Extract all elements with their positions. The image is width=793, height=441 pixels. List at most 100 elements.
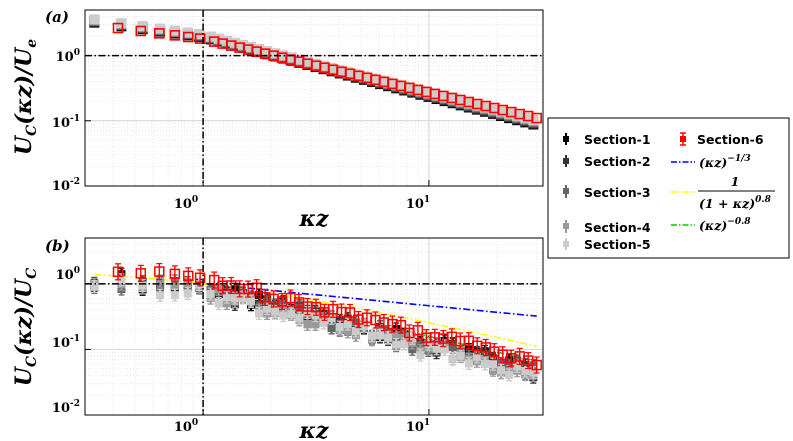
panel-b-s6-pt-28 [395,319,407,331]
panel-a-s5-pt-44 [504,108,515,119]
legend-entry-section-5: Section-5 [563,237,651,252]
panel-a-s6-pt-1 [135,25,147,37]
panel-a-s6-pt-4 [182,31,194,43]
panel-b-s5-pt-25 [351,326,360,335]
panel-b-s5-pt-12 [246,297,255,306]
panel-b-s5-pt-27 [367,331,376,340]
legend-label-section-2: Section-2 [584,154,651,169]
panel-b-s5-pt-34 [424,340,433,349]
panel-b-s5-pt-39 [464,359,473,368]
panel-b-label: (b) [45,237,70,255]
legend-marker-box-section-3 [563,188,569,194]
panel-b-s6-pt-2 [154,266,165,277]
legend-label-section-3: Section-3 [584,185,651,200]
panel-a-s5-pt-0 [89,14,100,25]
panel-b-s4-pt-19 [303,320,312,329]
panel-b-s6-pt-3 [169,268,181,280]
legend-box [547,117,790,259]
panel-b-s5-pt-22 [327,313,336,322]
legend-label-section-1: Section-1 [584,132,651,147]
legend-marker-box-section-6 [680,136,686,142]
panel-b-s5-pt-14 [263,304,272,313]
panel-b-s6-pt-30 [412,325,424,336]
panel-a-xtick-1e1: 101 [406,195,430,212]
legend-label-section-5: Section-5 [584,237,651,252]
panel-b-s5-pt-15 [271,307,280,316]
panel-b-s5-pt-29 [384,333,393,342]
panel-a-s5-pt-16 [278,50,289,61]
panel-a-s5-pt-21 [318,60,329,71]
panel-b-s5-pt-13 [255,309,264,318]
panel-b-frame [84,237,544,416]
panel-b: (b) 100 10-1 10-2 100 101 κz UC(κz)/UC [11,237,544,441]
panel-b-s3-pt-22 [327,323,336,332]
panel-a-s5-pt-34 [423,87,434,98]
panel-a-s5-pt-22 [326,62,337,73]
legend-label-fit-2-den: (1 + κz)0.8 [699,195,772,211]
panel-a-ytick-1e-2: 10-2 [52,177,80,194]
panel-a-frame [84,9,544,187]
legend-entry-fit-2: 1 (1 + κz)0.8 [671,174,775,211]
panel-b-s6-pt-0 [112,266,124,278]
legend-label-fit-1: (κz)−1/3 [699,154,751,170]
panel-b-ylabel: UC(κz)/UC [11,268,40,387]
panel-b-s3-pt-25 [351,318,360,327]
panel-b-ticks [85,283,430,416]
panel-a-s5-pt-39 [463,98,474,109]
legend-marker-box-section-4 [563,223,569,229]
panel-b-s5-pt-40 [472,352,481,361]
panel-b-s5-pt-2 [138,281,147,290]
panel-b-s5-pt-23 [335,323,344,332]
panel-a-s5-pt-19 [302,56,313,67]
panel-a-ytick-1e-1: 10-1 [52,114,80,131]
panel-a-s5-pt-42 [488,104,499,115]
panel-b-s6-pt-6 [208,274,220,286]
panel-a-s5-pt-43 [496,106,507,117]
panel-a-s5-pt-23 [334,64,345,75]
panel-b-s5-pt-46 [521,366,530,375]
panel-b-s6-pt-4 [183,270,194,282]
legend: Section-1 Section-2 Section-3 Section-4 … [547,117,790,259]
panel-b-reference-lines [85,238,543,415]
legend-entry-section-1: Section-1 [563,132,651,147]
panel-b-s5-pt-24 [343,320,352,329]
legend-entry-fit-1: (κz)−1/3 [671,154,751,170]
panel-b-s6-pt-5 [194,272,206,284]
panel-b-s3-pt-3 [156,283,165,292]
panel-a-s6-pt-3 [169,30,181,41]
panel-b-s5-pt-37 [448,354,457,363]
panel-b-s5-pt-26 [359,321,368,330]
panel-b-s4-pt-4 [170,281,179,290]
panel-a-series [89,14,542,130]
legend-label-fit-3: (κz)−0.8 [699,217,751,233]
panel-b-s1-pt-39 [464,345,473,354]
panel-b-ytick-1e-2: 10-2 [52,399,80,416]
panel-b-s3-pt-15 [271,300,280,309]
panel-b-ytick-1e0: 100 [56,266,80,283]
panel-a-s6-pt-2 [154,28,165,39]
panel-b-ytick-1e-1: 10-1 [52,334,80,351]
panel-b-s5-pt-47 [529,368,538,377]
panel-a-s5-pt-14 [262,46,273,57]
panel-b-s3-pt-43 [497,359,506,368]
panel-b-s5-pt-43 [497,366,506,375]
panel-b-s4-pt-3 [156,276,165,285]
panel-a-s5-pt-45 [512,110,523,121]
panel-a-s5-pt-17 [286,52,297,63]
panel-b-s1-pt-13 [255,291,264,300]
panel-b-s5-pt-42 [489,360,498,369]
legend-label-section-4: Section-4 [584,220,651,235]
panel-a-s5-pt-46 [520,112,531,123]
panel-a-s5-pt-26 [358,71,369,82]
panel-b-s4-pt-20 [311,320,320,329]
panel-a-s5-pt-36 [439,91,450,102]
panel-b-s5-pt-4 [170,291,179,300]
panel-a-s5-pt-24 [342,66,353,77]
panel-b-s5-pt-18 [295,314,304,323]
panel-a-xtick-1e0: 100 [174,195,198,212]
panel-b-s5-pt-32 [408,334,417,343]
panel-a-s5-pt-15 [270,48,281,59]
panel-b-s5-pt-31 [400,339,409,348]
panel-a-label: (a) [45,8,69,26]
